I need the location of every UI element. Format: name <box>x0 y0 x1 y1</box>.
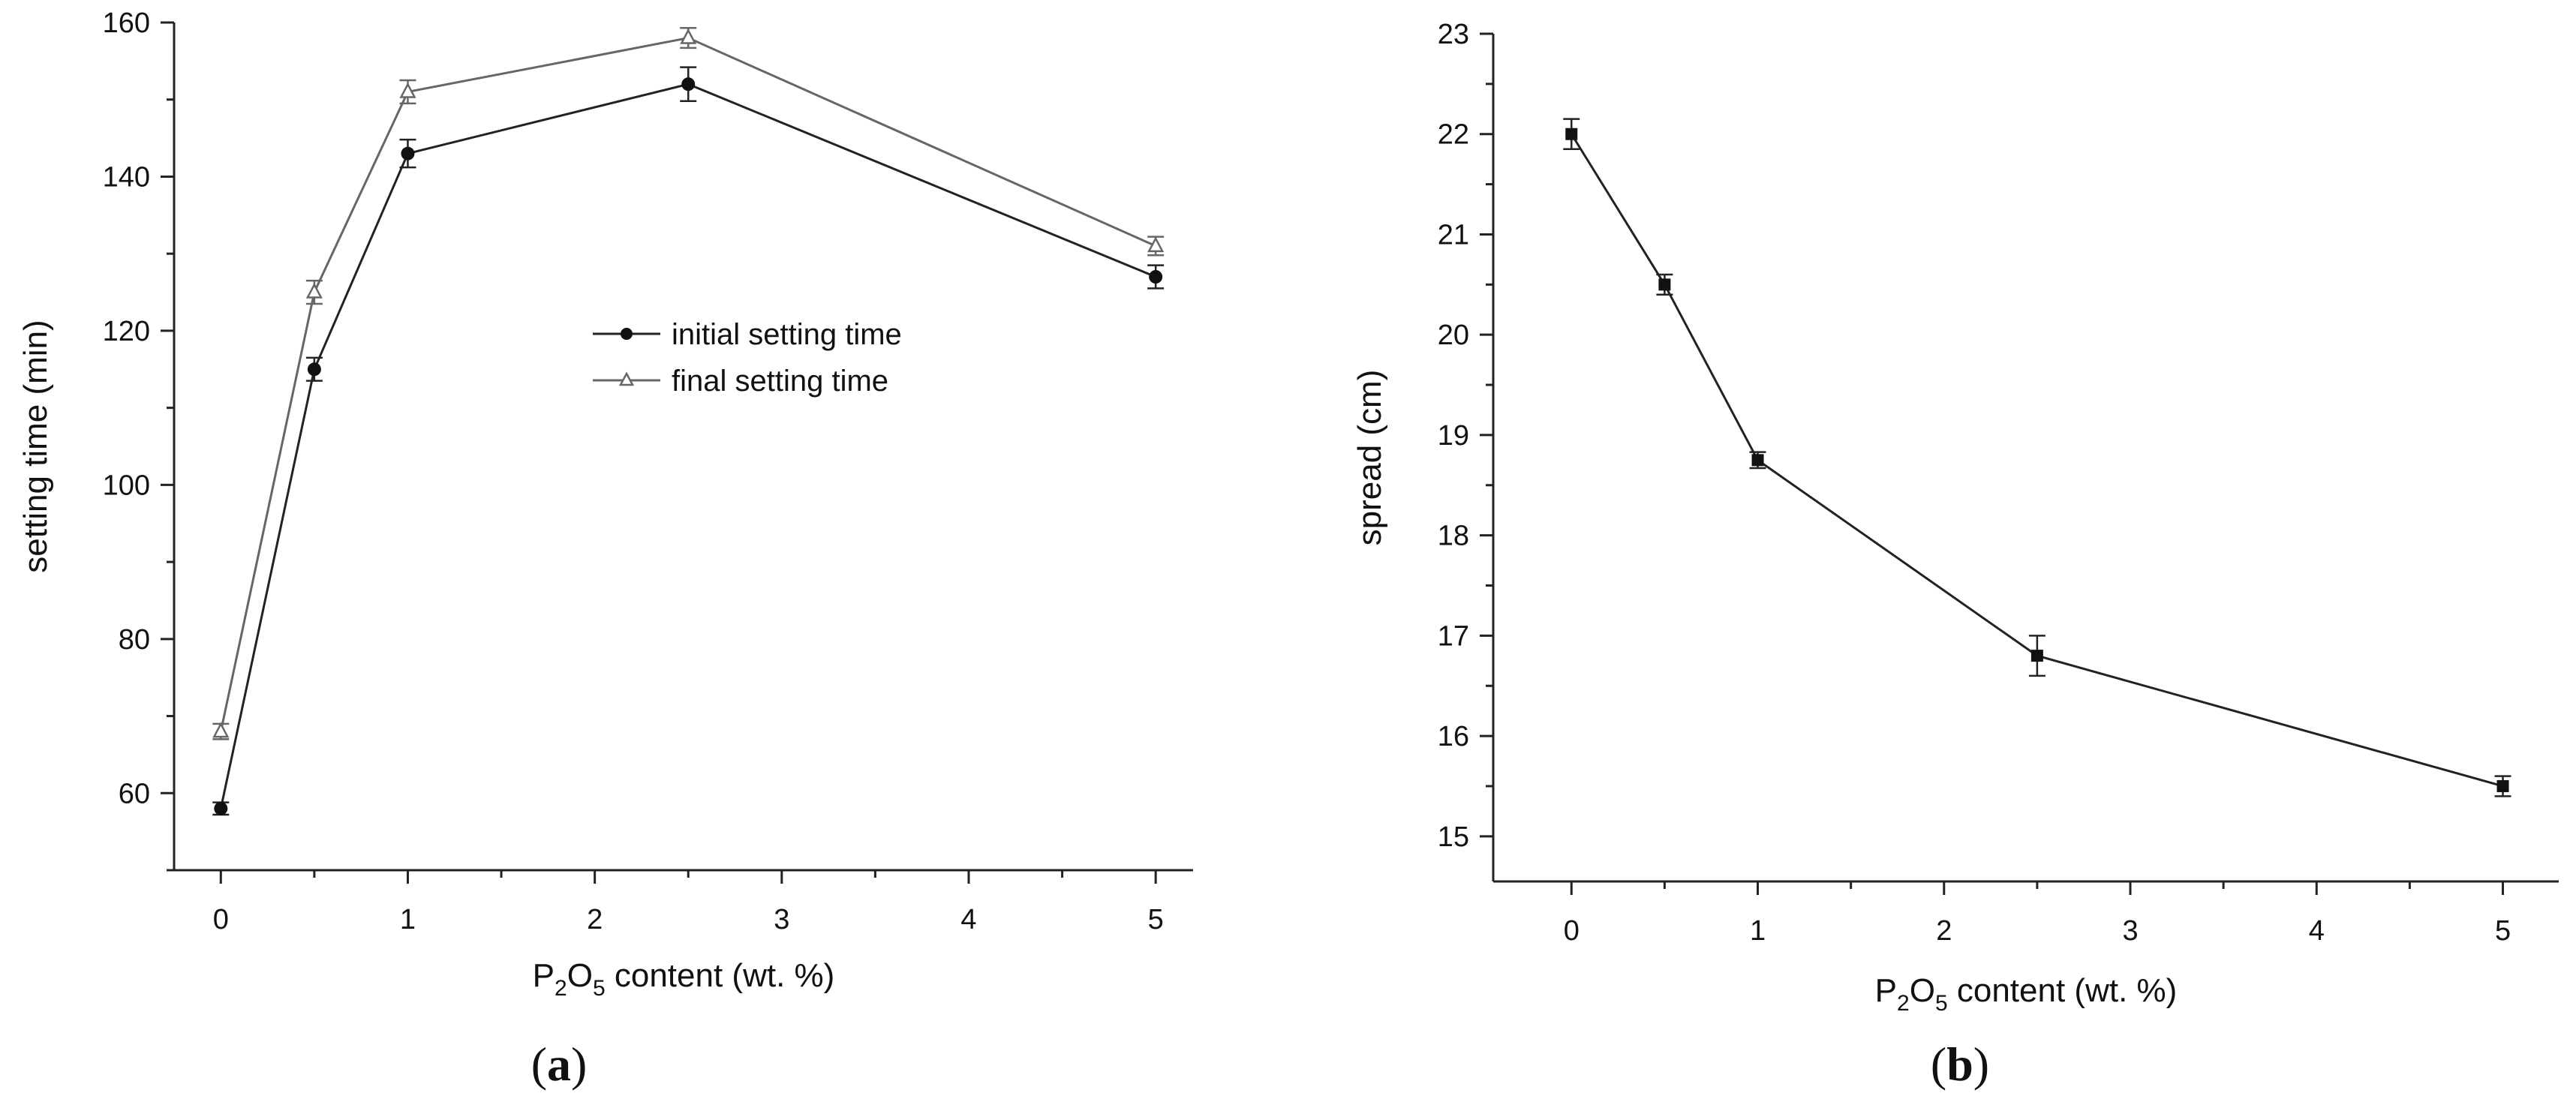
chart-b-panel-label-paren: ( <box>1931 1037 1946 1091</box>
chart-a: 0 1 2 3 4 5 60 80 100 120 140 160 setting time (min)… <box>17 8 1193 1091</box>
chart-b-panel-label: (b) <box>1931 1037 1989 1091</box>
chart-b-y-tick-label: 17 <box>1438 620 1469 652</box>
chart-a-data-point <box>680 28 697 44</box>
chart-b-x-tick-label: 5 <box>2495 915 2511 947</box>
chart-b-x-tick-label: 3 <box>2122 915 2138 947</box>
chart-a-x-title-part: 5 <box>593 976 606 1001</box>
chart-a-data-point <box>1149 270 1163 284</box>
chart-a-data-point <box>307 362 321 377</box>
chart-a-panel-label-paren: ( <box>531 1037 547 1091</box>
chart-b-y-axis-title: spread (cm) <box>1351 370 1388 546</box>
chart-a-x-title-part: content (wt. %) <box>606 957 835 994</box>
chart-a-panel-label-letter: a <box>547 1037 571 1091</box>
chart-a-series-1 <box>212 26 1165 740</box>
chart-a-panel-label-paren: ) <box>571 1037 587 1091</box>
chart-a-data-point <box>681 77 696 92</box>
chart-b-x-title-part: O <box>1910 972 1935 1009</box>
chart-a-x-title-part: 2 <box>555 976 567 1001</box>
chart-a-legend-marker <box>618 371 635 386</box>
chart-a-y-tick-label: 140 <box>103 161 150 193</box>
chart-a-y-axis-title: setting time (min) <box>17 320 54 572</box>
chart-b-x-tick-label: 1 <box>1750 915 1766 947</box>
chart-b-x-tick-label: 4 <box>2309 915 2325 947</box>
chart-a-x-tick-label: 5 <box>1148 904 1164 935</box>
chart-a-data-point <box>1147 236 1165 253</box>
chart-b-y-tick-label: 19 <box>1438 420 1469 452</box>
chart-a-y-tick-label: 120 <box>103 316 150 347</box>
chart-a-x-tick-label: 2 <box>587 904 603 935</box>
chart-a-x-tick-label: 1 <box>400 904 416 935</box>
chart-b-x-title-part: 5 <box>1935 991 1948 1016</box>
chart-a-legend-marker <box>621 328 633 340</box>
chart-a-legend: initial setting time final setting time <box>593 318 902 398</box>
chart-b-y-tick-label: 20 <box>1438 320 1469 351</box>
chart-b-y-tick-label: 21 <box>1438 219 1469 251</box>
chart-a-y-tick-label: 160 <box>103 8 150 39</box>
chart-b-y-tick-label: 15 <box>1438 821 1469 853</box>
chart-b-x-tick-label: 0 <box>1564 915 1580 947</box>
chart-b-data-point <box>2030 650 2043 662</box>
chart-a-series-0 <box>212 66 1165 816</box>
chart-a-data-point <box>399 82 416 98</box>
chart-a-x-tick-label: 4 <box>960 904 976 935</box>
chart-b-y-tick-label: 22 <box>1438 119 1469 151</box>
chart-b-data-point <box>2496 779 2509 792</box>
chart-a-x-tick-label: 0 <box>213 904 229 935</box>
chart-a-data-point <box>212 722 230 738</box>
chart-a-x-tick-label: 3 <box>774 904 789 935</box>
chart-b-x-title-part: content (wt. %) <box>1948 972 2178 1009</box>
chart-b-data-point <box>1658 278 1671 291</box>
chart-b-y-tick-label: 23 <box>1438 19 1469 50</box>
chart-b-series-line <box>1570 133 2503 788</box>
chart-a-x-title-part: P <box>533 957 555 994</box>
chart-a-panel-label: (a) <box>531 1037 588 1091</box>
chart-b-x-tick-label: 2 <box>1936 915 1952 947</box>
chart-b-data-point <box>1565 128 1578 140</box>
chart-a-y-tick-label: 80 <box>119 624 150 656</box>
chart-a-data-point <box>305 282 323 299</box>
chart-a-data-point <box>401 146 415 161</box>
chart-a-y-tick-label: 60 <box>119 778 150 809</box>
chart-b-x-title-part: P <box>1875 972 1897 1009</box>
chart-a-legend-label: final setting time <box>672 365 888 398</box>
chart-b-data-point <box>1751 454 1764 467</box>
chart-a-x-title-part: O <box>567 957 593 994</box>
chart-b-x-axis-title: P2O5 content (wt. %) <box>1875 972 2178 1016</box>
chart-a-data-point <box>214 801 228 815</box>
chart-b-y-tick-label: 18 <box>1438 521 1469 552</box>
chart-b-y-tick-label: 16 <box>1438 721 1469 752</box>
chart-a-y-tick-label: 100 <box>103 470 150 501</box>
chart-b-panel-label-letter: b <box>1946 1037 1973 1091</box>
chart-a-x-axis-title: P2O5 content (wt. %) <box>533 957 835 1001</box>
chart-b-x-title-part: 2 <box>1897 991 1910 1016</box>
chart-b-series-0 <box>1563 118 2511 797</box>
chart-b-panel-label-paren: ) <box>1973 1037 1989 1091</box>
chart-a-legend-label: initial setting time <box>672 318 902 351</box>
